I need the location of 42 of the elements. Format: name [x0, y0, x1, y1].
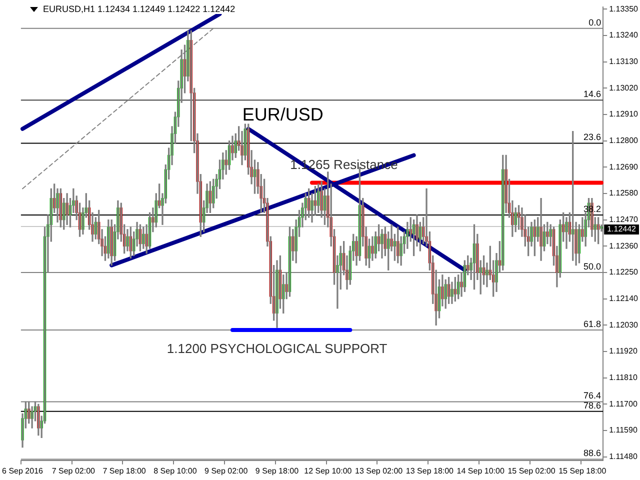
- x-tick-label: 13 Sep 18:00: [406, 466, 454, 476]
- x-tick-label: 6 Sep 2016: [2, 466, 44, 476]
- x-tick-label: 14 Sep 10:00: [456, 466, 505, 476]
- x-tick-label: 13 Sep 02:00: [355, 466, 404, 476]
- annotation: 61.8: [584, 318, 602, 329]
- x-tick-label: 9 Sep 18:00: [255, 466, 300, 476]
- y-tick-label: 1.12030: [609, 320, 639, 330]
- y-tick-label: 1.12910: [609, 110, 639, 119]
- x-tick-label: 7 Sep 02:00: [52, 466, 96, 476]
- y-tick-label: 1.13350: [609, 4, 639, 14]
- y-tick-label: 1.13240: [609, 30, 639, 40]
- annotation: 23.6: [584, 132, 602, 142]
- y-tick-label: 1.13130: [609, 57, 639, 66]
- annotation: 14.6: [584, 89, 602, 100]
- y-tick-label: 1.11480: [609, 452, 638, 462]
- y-tick-label: 1.11590: [609, 426, 638, 435]
- chart-title: EURUSD,H1 1.12434 1.12449 1.12422 1.12442: [43, 4, 236, 14]
- x-tick-label: 12 Sep 10:00: [304, 466, 352, 476]
- x-tick-label: 15 Sep 18:00: [558, 466, 607, 476]
- y-tick-label: 1.11920: [609, 346, 638, 356]
- y-tick-label: 1.11810: [609, 373, 638, 382]
- annotation: 0.0: [588, 17, 602, 28]
- x-tick-label: 7 Sep 18:00: [102, 466, 146, 476]
- annotation: 76.4: [584, 390, 602, 401]
- text: EUR/USD: [242, 104, 324, 125]
- ref-line-label: 1.12442: [607, 224, 637, 234]
- y-tick-label: 1.13020: [609, 83, 639, 92]
- x-tick-label: 9 Sep 02:00: [204, 466, 248, 476]
- y-tick-label: 1.12360: [609, 241, 639, 250]
- x-tick-label: 8 Sep 10:00: [154, 466, 198, 476]
- y-tick-label: 1.12250: [609, 268, 639, 277]
- annotation: 50.0: [584, 261, 602, 272]
- annotation: 78.6: [584, 400, 602, 410]
- y-tick-label: 1.12140: [609, 294, 639, 304]
- annotation: 1.1200 PSYCHOLOGICAL SUPPORT: [166, 340, 388, 356]
- y-tick-label: 1.12580: [609, 188, 639, 198]
- y-tick-label: 1.12690: [609, 162, 639, 172]
- annotation: 88.6: [584, 448, 602, 458]
- x-tick-label: 15 Sep 02:00: [508, 466, 556, 476]
- y-tick-label: 1.11700: [609, 399, 638, 408]
- y-tick-label: 1.12800: [609, 136, 639, 146]
- y-tick-label: 1.12470: [609, 215, 639, 224]
